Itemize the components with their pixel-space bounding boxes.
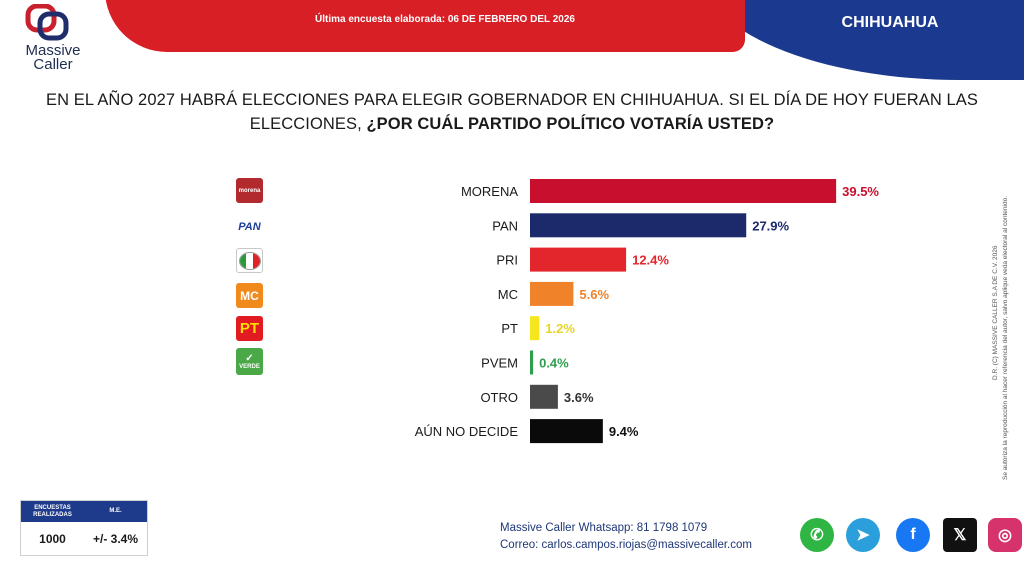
morena-logo-icon: morena [236, 178, 263, 203]
margin-error-value: +/- 3.4% [92, 532, 139, 546]
bar [530, 179, 837, 203]
x-icon[interactable]: 𝕏 [943, 518, 977, 552]
value-label: 5.6% [579, 287, 609, 302]
massive-caller-logo [25, 4, 69, 41]
survey-date: Última encuesta elaborada: 06 DE FEBRERO… [315, 14, 575, 25]
survey-question: EN EL AÑO 2027 HABRÁ ELECCIONES PARA ELE… [45, 91, 979, 133]
contact-email: Correo: carlos.campos.riojas@massivecall… [500, 539, 752, 551]
margin-error-header: M.E. [109, 508, 122, 514]
value-label: 1.2% [545, 321, 575, 336]
surveys-value: 1000 [39, 532, 66, 546]
surveys-header: ENCUESTAS REALIZADAS [33, 504, 72, 518]
brand-name: Massive Caller [25, 42, 81, 73]
facebook-icon[interactable]: f [896, 518, 930, 552]
survey-stats-box: ENCUESTAS REALIZADAS M.E. 1000 +/- 3.4% [20, 500, 148, 556]
pt-logo-icon: PT [236, 316, 263, 341]
bar [530, 281, 574, 306]
bar [530, 316, 540, 341]
legal-line-1: D.R. (C) MASSIVE CALLER S.A DE C.V. 2026 [992, 245, 999, 380]
legal-notice: D.R. (C) MASSIVE CALLER S.A DE C.V. 2026… [986, 100, 1024, 480]
value-label: 39.5% [842, 184, 879, 199]
bar [530, 419, 603, 444]
value-label: 3.6% [564, 390, 594, 405]
category-label: PAN [492, 218, 518, 233]
instagram-icon[interactable]: ◎ [988, 518, 1022, 552]
value-label: 27.9% [752, 218, 789, 233]
value-label: 0.4% [539, 356, 569, 371]
header-red-shape [105, 0, 745, 52]
bar [530, 384, 558, 409]
bar [530, 350, 534, 375]
mc-logo-icon: MC [236, 283, 263, 308]
category-label: OTRO [480, 390, 518, 405]
bar [530, 247, 627, 272]
value-label: 9.4% [609, 424, 639, 439]
telegram-icon[interactable]: ➤ [846, 518, 880, 552]
pan-logo-icon: PAN [236, 214, 263, 239]
category-label: PT [501, 321, 518, 336]
category-label: MC [498, 287, 518, 302]
whatsapp-icon[interactable]: ✆ [800, 518, 834, 552]
category-label: PRI [496, 253, 518, 268]
contact-whatsapp: Massive Caller Whatsapp: 81 1798 1079 [500, 522, 708, 534]
bar [530, 213, 747, 238]
pri-logo-icon [236, 248, 263, 273]
legal-line-2: Se autoriza la reproducción al hacer ref… [1002, 195, 1009, 480]
category-label: PVEM [481, 356, 518, 371]
category-label: MORENA [461, 184, 518, 199]
value-label: 12.4% [632, 253, 669, 268]
region-title: CHIHUAHUA [841, 14, 939, 31]
pvem-logo-icon: ✓ VERDE [236, 348, 263, 375]
contact-info: Massive Caller Whatsapp: 81 1798 1079 Co… [500, 520, 752, 554]
category-label: AÚN NO DECIDE [415, 424, 519, 439]
